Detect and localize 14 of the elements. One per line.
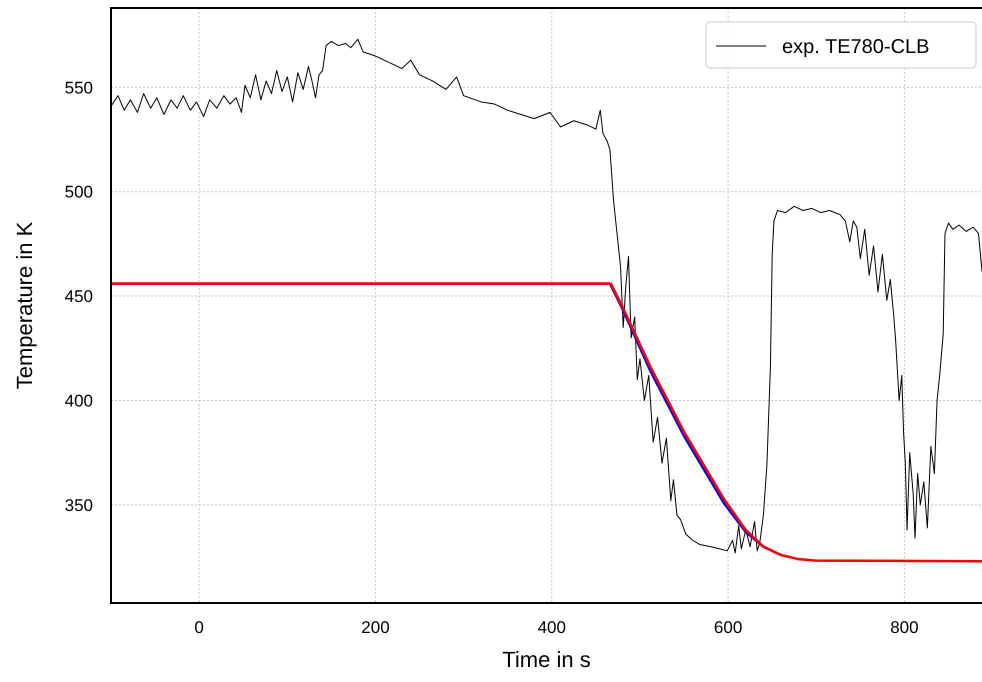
- x-tick-label: 800: [890, 618, 919, 637]
- x-tick-label: 200: [361, 618, 390, 637]
- y-tick-label: 550: [64, 78, 93, 98]
- y-tick-label: 350: [64, 496, 93, 515]
- y-axis-title: Temperature in K: [12, 221, 37, 390]
- x-tick-label: 600: [714, 618, 742, 637]
- x-tick-label: 400: [538, 618, 566, 637]
- x-axis-title: Time in s: [502, 647, 591, 672]
- y-tick-label: 500: [64, 182, 93, 202]
- line-series: [111, 282, 982, 562]
- x-tick-label: 0: [194, 618, 204, 637]
- legend-label: exp. TE780-CLB: [782, 36, 930, 58]
- y-tick-label: 400: [64, 391, 93, 410]
- y-tick-label: 450: [64, 287, 93, 306]
